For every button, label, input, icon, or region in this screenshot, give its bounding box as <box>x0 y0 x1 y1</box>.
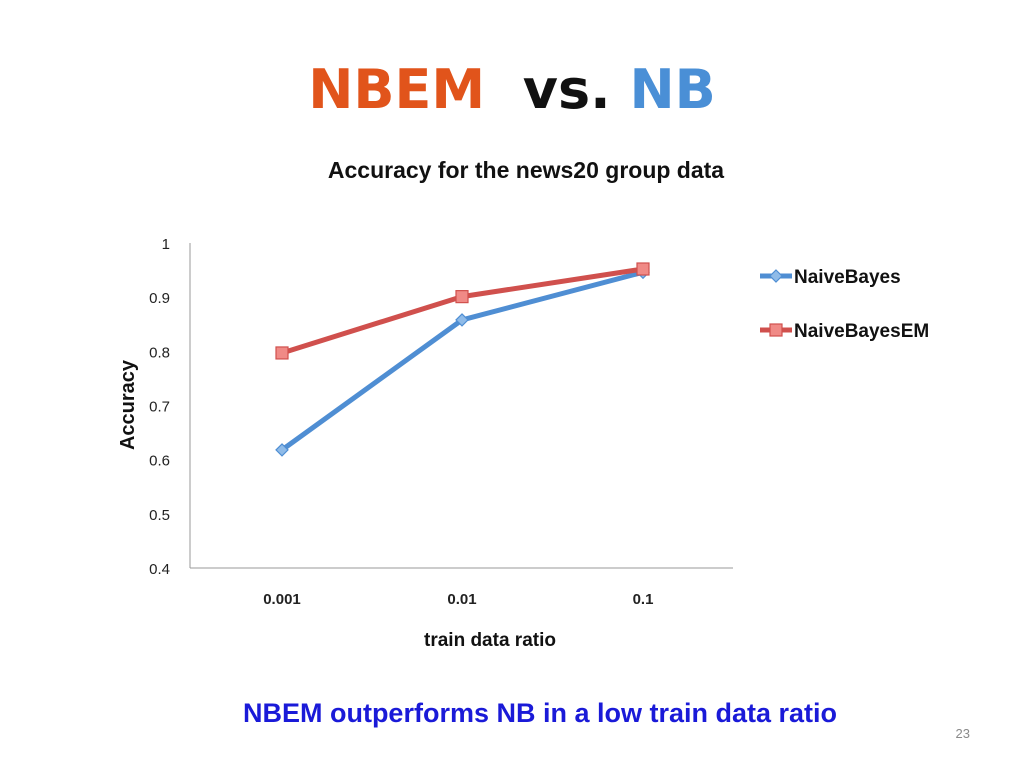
x-axis-label: train data ratio <box>424 630 556 651</box>
title-nbem: NBEM <box>308 58 486 121</box>
legend: NaiveBayes NaiveBayesEM <box>760 267 929 342</box>
title-nb: NB <box>629 58 716 121</box>
data-point <box>455 313 469 327</box>
y-tick-labels: 0.4 0.5 0.6 0.7 0.8 0.9 1 <box>149 236 170 578</box>
plot-area: 0.4 0.5 0.6 0.7 0.8 0.9 1 0.001 0.01 0.1 <box>149 236 733 608</box>
legend-swatch-marker <box>769 269 783 283</box>
data-point <box>636 262 650 276</box>
title-vs: vs. <box>522 58 611 121</box>
data-point <box>455 290 469 304</box>
legend-label: NaiveBayes <box>794 267 901 288</box>
x-tick-labels: 0.001 0.01 0.1 <box>263 591 653 608</box>
legend-item-naivebayesem: NaiveBayesEM <box>760 321 929 342</box>
y-axis-label: Accuracy <box>117 359 139 450</box>
y-tick-label: 0.4 <box>149 561 170 578</box>
series-line <box>279 266 646 356</box>
page-number: 23 <box>955 726 970 741</box>
series-layer <box>275 262 650 457</box>
legend-label: NaiveBayesEM <box>794 321 929 342</box>
slide-title: NBEM vs. NB <box>0 55 1024 125</box>
y-tick-label: 0.6 <box>149 453 170 470</box>
y-tick-label: 0.5 <box>149 507 170 524</box>
x-tick-label: 0.001 <box>263 591 301 608</box>
series-naivebayesem <box>275 262 650 360</box>
legend-swatch-marker <box>769 323 783 337</box>
data-point <box>275 443 289 457</box>
y-tick-label: 0.8 <box>149 344 170 361</box>
x-tick-label: 0.1 <box>633 591 654 608</box>
x-tick-label: 0.01 <box>447 591 476 608</box>
y-tick-label: 0.7 <box>149 399 170 416</box>
y-tick-label: 1 <box>162 236 170 253</box>
data-point <box>275 346 289 360</box>
chart-title: Accuracy for the news20 group data <box>328 157 724 183</box>
slide-caption: NBEM outperforms NB in a low train data … <box>242 698 838 728</box>
y-tick-label: 0.9 <box>149 290 170 307</box>
legend-item-naivebayes: NaiveBayes <box>760 267 901 288</box>
